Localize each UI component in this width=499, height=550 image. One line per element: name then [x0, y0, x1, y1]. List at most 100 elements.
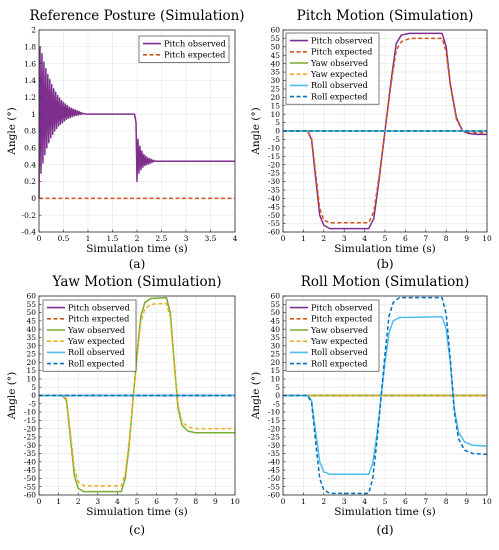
y-tick-label: -0.2	[22, 211, 37, 220]
legend-entry: Yaw expected	[310, 69, 368, 79]
series-line-pitch-expected	[283, 37, 487, 224]
y-tick-label: 0.6	[24, 143, 36, 152]
x-tick-label: 10	[230, 497, 240, 506]
x-tick-label: 3	[342, 234, 347, 243]
legend-entry: Roll expected	[311, 358, 367, 368]
legend-entry: Pitch observed	[164, 38, 226, 48]
y-tick-label: 40	[26, 325, 36, 334]
y-tick-label: 40	[270, 325, 280, 334]
y-tick-label: 40	[270, 59, 280, 68]
x-tick-label: 8	[444, 497, 449, 506]
y-tick-label: -25	[24, 433, 36, 442]
y-tick-label: -45	[24, 466, 36, 475]
x-tick-label: 5	[383, 497, 388, 506]
y-tick-label: 1	[31, 110, 36, 119]
y-tick-label: -35	[268, 186, 280, 195]
y-tick-label: 20	[270, 93, 280, 102]
legend-box	[42, 299, 137, 372]
chart-title: Reference Posture (Simulation)	[29, 8, 244, 24]
x-tick-label: 3	[342, 497, 347, 506]
y-tick-label: 25	[26, 350, 36, 359]
chart-title: Pitch Motion (Simulation)	[297, 8, 474, 24]
legend-entry: Pitch expected	[68, 314, 129, 324]
y-tick-label: 10	[26, 375, 36, 384]
x-tick-label: 6	[403, 234, 408, 243]
y-tick-label: 30	[270, 76, 280, 85]
y-tick-label: -15	[24, 416, 36, 425]
chart-panel-1: Pitch Motion (Simulation)0 1 2 3 4 5 6 7 8 9 10-60…	[250, 8, 492, 271]
x-tick-label: 3	[184, 234, 189, 243]
legend-box	[285, 32, 380, 105]
x-tick-label: 2	[321, 497, 326, 506]
y-tick-label: 45	[270, 316, 280, 325]
x-tick-label: 2	[321, 234, 326, 243]
y-tick-label: -10	[268, 143, 280, 152]
chart-panel-3: Roll Motion (Simulation)0 1 2 3 4 5 6 7 8 9 10-60-…	[250, 274, 492, 537]
y-tick-label: 35	[270, 333, 280, 342]
chart-panel-0: Reference Posture (Simulation) 0 0.5 1 1.5 2 2…	[6, 8, 245, 271]
y-tick-label: 50	[270, 308, 280, 317]
y-tick-label: 45	[26, 316, 36, 325]
x-tick-label: 7	[423, 234, 428, 243]
y-tick-label: 15	[270, 366, 280, 375]
legend-entry: Yaw observed	[310, 325, 368, 335]
y-tick-label: 55	[26, 300, 36, 309]
y-tick-label: -55	[24, 482, 36, 491]
legend-entry: Yaw observed	[67, 325, 125, 335]
y-tick-label: 1.2	[24, 93, 36, 102]
x-tick-label: 2	[135, 234, 140, 243]
y-tick-label: 55	[270, 300, 280, 309]
y-tick-label: 30	[26, 341, 36, 350]
panel-caption: (b)	[376, 257, 393, 271]
x-tick-label: 1	[56, 497, 61, 506]
x-tick-label: 1	[301, 234, 306, 243]
x-tick-label: 4	[362, 234, 367, 243]
y-tick-label: 5	[31, 383, 36, 392]
legend-box	[285, 299, 380, 372]
x-tick-label: 9	[213, 497, 218, 506]
series-line-yaw-expected	[39, 302, 235, 487]
legend-entry: Roll observed	[311, 80, 368, 90]
x-tick-label: 8	[444, 234, 449, 243]
legend-entry: Roll observed	[68, 347, 125, 357]
y-tick-label: 60	[270, 26, 280, 35]
y-tick-label: 0.8	[24, 127, 36, 136]
y-tick-label: 50	[26, 308, 36, 317]
y-tick-label: 0.4	[24, 160, 36, 169]
y-tick-label: -40	[268, 194, 280, 203]
chart-panel-2: Yaw Motion (Simulation)0 1 2 3 4 5 6 7 8 9 10-60-5…	[6, 274, 240, 537]
panel-caption: (a)	[129, 257, 146, 271]
legend: Pitch observed Pitch expected	[138, 35, 230, 63]
x-tick-label: 6	[403, 497, 408, 506]
y-tick-label: -20	[268, 424, 280, 433]
legend-entry: Pitch expected	[311, 314, 372, 324]
y-tick-label: 20	[26, 358, 36, 367]
y-tick-label: 60	[26, 292, 36, 301]
y-tick-label: 2	[31, 26, 36, 35]
y-tick-label: 0	[31, 391, 36, 400]
chart-title: Yaw Motion (Simulation)	[51, 274, 221, 290]
legend-entry: Pitch observed	[311, 35, 373, 45]
y-tick-label: 35	[26, 333, 36, 342]
y-tick-label: -15	[268, 152, 280, 161]
y-tick-label: -45	[268, 466, 280, 475]
y-tick-label: -35	[268, 449, 280, 458]
series-line-pitch-observed	[38, 46, 235, 199]
legend-entry: Roll expected	[311, 91, 367, 101]
chart-title: Roll Motion (Simulation)	[301, 274, 470, 290]
x-axis-label: Simulation time (s)	[86, 506, 188, 518]
x-tick-label: 0.5	[58, 234, 70, 243]
x-tick-label: 2.5	[156, 234, 168, 243]
y-axis-label: Angle (°)	[250, 107, 262, 155]
y-tick-label: -40	[24, 457, 36, 466]
y-tick-label: -50	[268, 211, 280, 220]
y-tick-label: 10	[270, 375, 280, 384]
x-tick-label: 10	[482, 234, 492, 243]
y-tick-label: 1.6	[24, 59, 36, 68]
y-axis-label: Angle (°)	[6, 372, 18, 420]
y-tick-label: -60	[268, 228, 280, 237]
y-tick-label: -60	[268, 491, 280, 500]
x-tick-label: 0	[37, 497, 42, 506]
x-tick-label: 5	[135, 497, 140, 506]
y-tick-label: 1.4	[24, 76, 36, 85]
